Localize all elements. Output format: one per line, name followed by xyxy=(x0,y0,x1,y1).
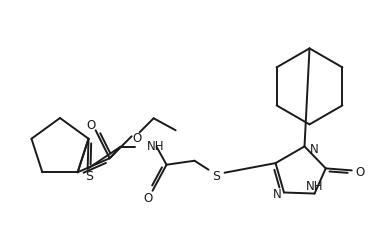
Text: O: O xyxy=(132,132,141,145)
Text: O: O xyxy=(143,192,152,205)
Text: S: S xyxy=(85,170,93,183)
Text: O: O xyxy=(86,119,95,132)
Text: NH: NH xyxy=(306,180,323,193)
Text: N: N xyxy=(273,188,281,201)
Text: S: S xyxy=(213,170,220,183)
Text: N: N xyxy=(310,143,318,156)
Text: NH: NH xyxy=(147,140,164,153)
Text: O: O xyxy=(355,166,364,179)
